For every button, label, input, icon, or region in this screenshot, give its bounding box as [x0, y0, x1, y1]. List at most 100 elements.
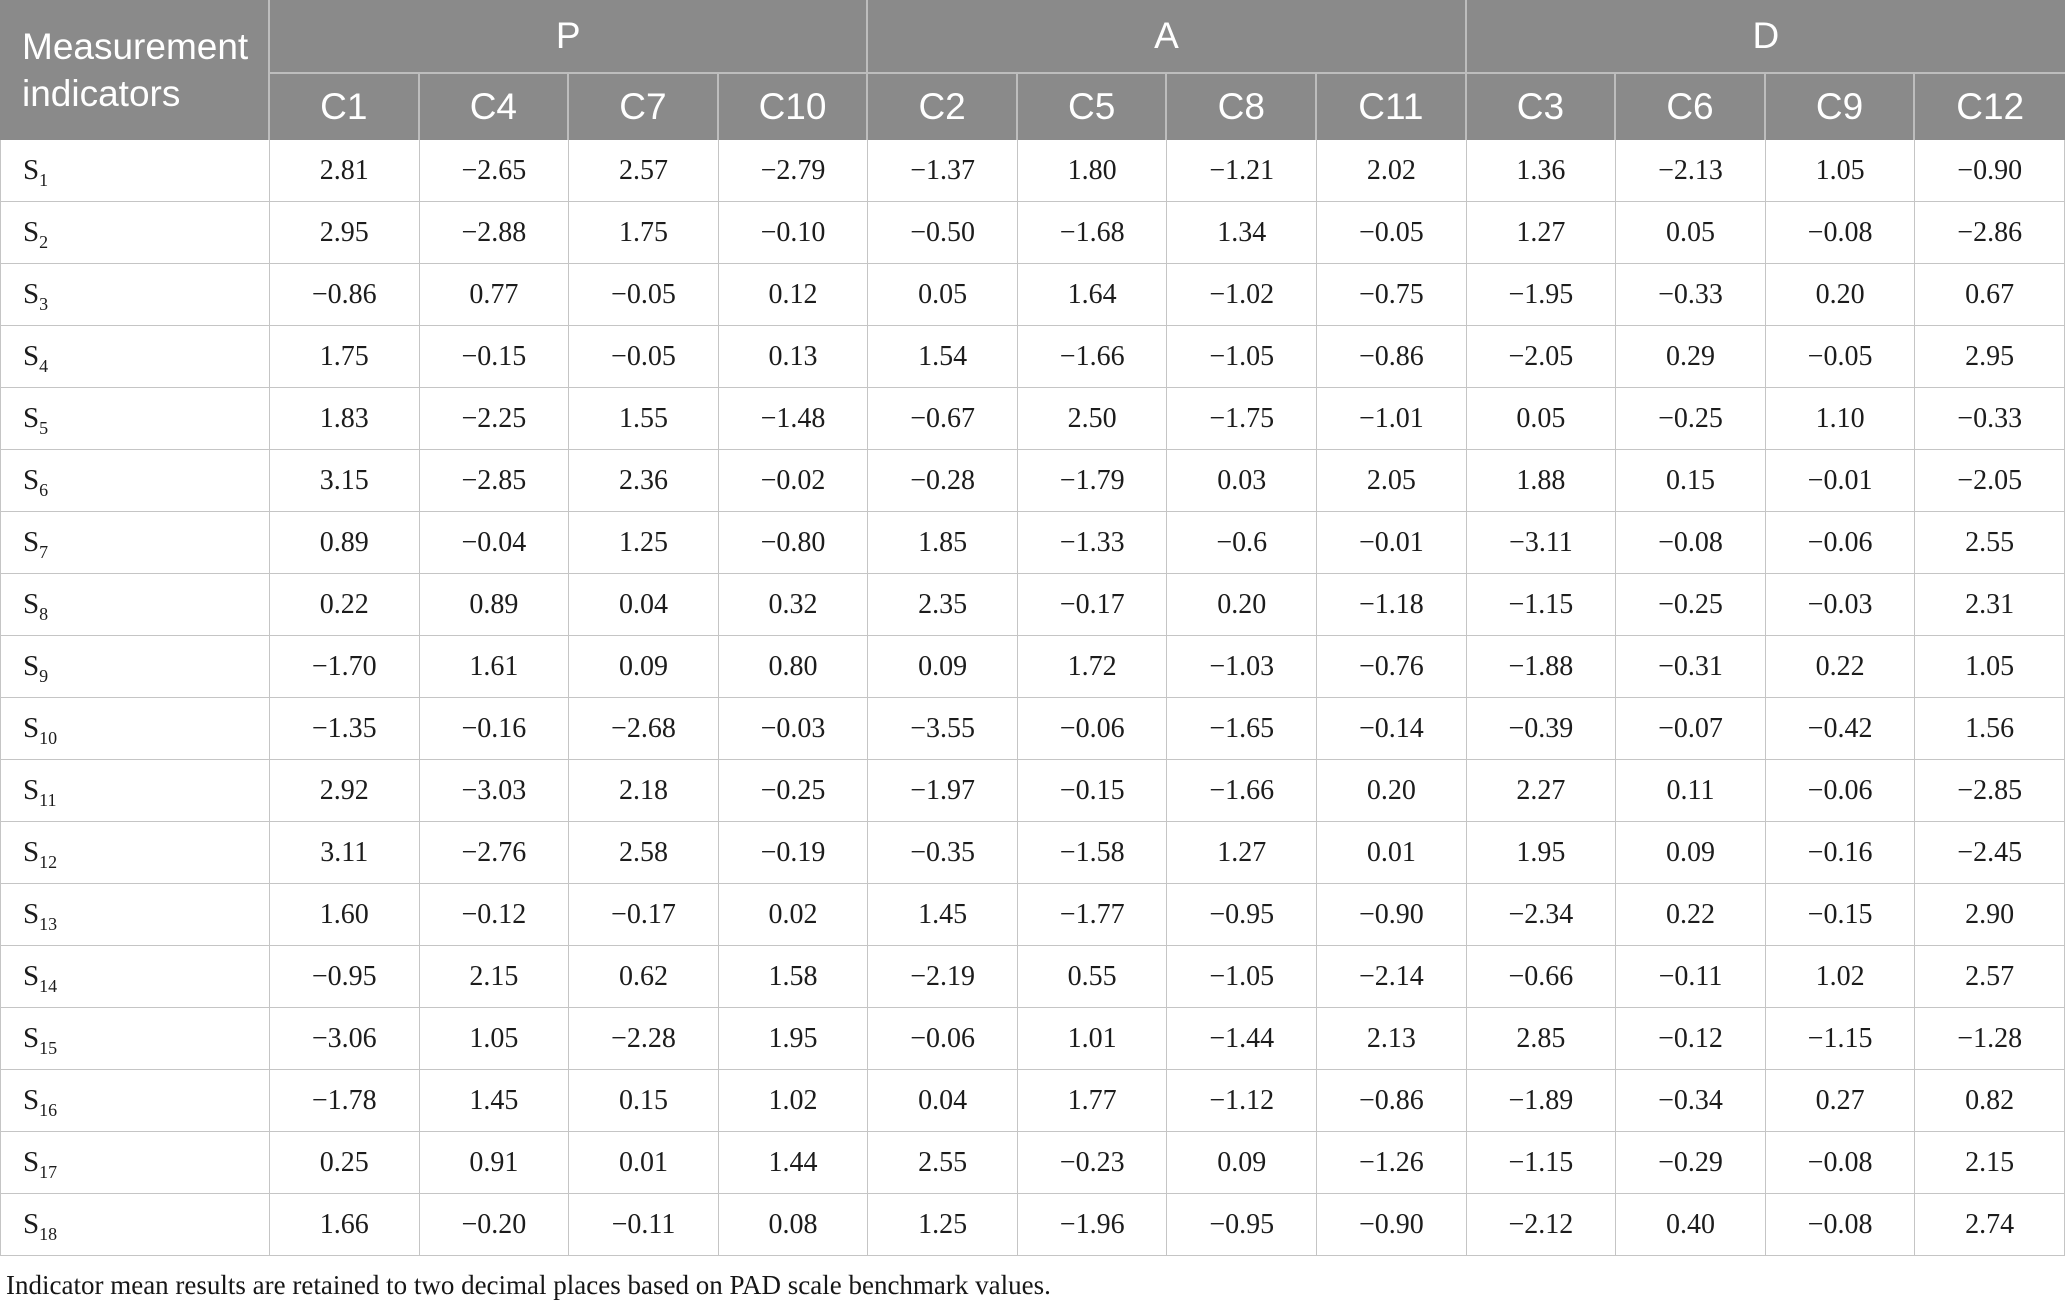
value-cell: −2.76 [419, 822, 570, 884]
table-row-s14: S14 −0.95 2.15 0.62 1.58 −2.19 0.55 −1.05 −2.14−… [0, 946, 2065, 1008]
value-cell: 1.05 [1765, 140, 1916, 202]
value-cell: −0.06 [1017, 698, 1168, 760]
value-cell: −0.05 [1317, 202, 1467, 264]
value-cell: 2.58 [569, 822, 719, 884]
value-cell: 2.55 [868, 1132, 1018, 1194]
row-label: S13 [0, 884, 270, 946]
table-row-s16: S16 −1.78 1.45 0.15 1.02 0.04 1.77 −1.12 −0.86 −1… [0, 1070, 2065, 1132]
table-row-s18: S18 1.66 −0.20 −0.11 0.08 1.25 −1.96 −0.95 −0.90… [0, 1194, 2065, 1256]
column-header-c10: C10 [718, 72, 869, 140]
value-cell: 2.05 [1317, 450, 1467, 512]
value-cell: −0.25 [1616, 388, 1766, 450]
value-cell: −0.90 [1317, 1194, 1467, 1256]
row-label: S10 [0, 698, 270, 760]
value-cell: −2.05 [1466, 326, 1617, 388]
value-cell: 0.11 [1616, 760, 1766, 822]
row-label: S8 [0, 574, 270, 636]
row-label: S9 [0, 636, 270, 698]
value-cell: 2.27 [1466, 760, 1617, 822]
value-cell: −0.15 [1017, 760, 1168, 822]
value-cell: −0.06 [1765, 512, 1916, 574]
value-cell: 2.57 [1915, 946, 2065, 1008]
value-cell: −2.25 [419, 388, 570, 450]
value-cell: 2.55 [1915, 512, 2065, 574]
value-cell: −0.23 [1017, 1132, 1168, 1194]
row-label: S15 [0, 1008, 270, 1070]
value-cell: 0.67 [1915, 264, 2065, 326]
value-cell: −1.89 [1466, 1070, 1617, 1132]
row-label: S12 [0, 822, 270, 884]
value-cell: −0.25 [1616, 574, 1766, 636]
value-cell: −0.25 [718, 760, 869, 822]
value-cell: −1.68 [1017, 202, 1168, 264]
value-cell: −1.44 [1167, 1008, 1318, 1070]
value-cell: 0.20 [1317, 760, 1467, 822]
value-cell: −1.18 [1317, 574, 1467, 636]
row-label: S18 [0, 1194, 270, 1256]
table-row-s15: S15 −3.06 1.05 −2.28 1.95 −0.06 1.01 −1.44 2.13 2… [0, 1008, 2065, 1070]
table-row-s6: S6 3.15 −2.85 2.36 −0.02 −0.28 −1.79 0.03 2.05 1.… [0, 450, 2065, 512]
value-cell: 1.02 [1765, 946, 1916, 1008]
value-cell: 0.12 [718, 264, 869, 326]
table-row-s12: S12 3.11 −2.76 2.58 −0.19 −0.35 −1.58 1.27 0.01 1… [0, 822, 2065, 884]
value-cell: −1.33 [1017, 512, 1168, 574]
table-row-s3: S3 −0.86 0.77 −0.05 0.12 0.05 1.64 −1.02 −0.75 −1… [0, 264, 2065, 326]
value-cell: −0.75 [1317, 264, 1467, 326]
value-cell: 1.75 [569, 202, 719, 264]
value-cell: −0.86 [1317, 1070, 1467, 1132]
row-label: S7 [0, 512, 270, 574]
table-row-s5: S5 1.83 −2.25 1.55 −1.48 −0.67 2.50 −1.75 −1.01 0… [0, 388, 2065, 450]
value-cell: −0.05 [569, 326, 719, 388]
value-cell: −0.15 [419, 326, 570, 388]
value-cell: 1.25 [569, 512, 719, 574]
value-cell: −0.42 [1765, 698, 1916, 760]
value-cell: 3.11 [270, 822, 420, 884]
value-cell: −0.04 [419, 512, 570, 574]
value-cell: 0.04 [569, 574, 719, 636]
value-cell: −0.34 [1616, 1070, 1766, 1132]
value-cell: −0.01 [1765, 450, 1916, 512]
value-cell: −2.12 [1466, 1194, 1617, 1256]
value-cell: −1.77 [1017, 884, 1168, 946]
value-cell: −0.11 [569, 1194, 719, 1256]
value-cell: −0.90 [1317, 884, 1467, 946]
value-cell: 2.50 [1017, 388, 1168, 450]
value-cell: −1.79 [1017, 450, 1168, 512]
value-cell: −2.68 [569, 698, 719, 760]
value-cell: −1.37 [868, 140, 1018, 202]
value-cell: 2.02 [1317, 140, 1467, 202]
value-cell: 1.77 [1017, 1070, 1168, 1132]
value-cell: −2.45 [1915, 822, 2065, 884]
value-cell: −2.14 [1317, 946, 1467, 1008]
value-cell: 0.09 [868, 636, 1018, 698]
value-cell: −0.6 [1167, 512, 1318, 574]
value-cell: −1.12 [1167, 1070, 1318, 1132]
value-cell: 2.15 [419, 946, 570, 1008]
value-cell: −1.15 [1466, 574, 1617, 636]
value-cell: 1.34 [1167, 202, 1318, 264]
value-cell: 1.05 [1915, 636, 2065, 698]
column-header-c5: C5 [1017, 72, 1168, 140]
group-header-a: A [868, 0, 1467, 72]
value-cell: 1.45 [868, 884, 1018, 946]
value-cell: 0.04 [868, 1070, 1018, 1132]
value-cell: 2.81 [270, 140, 420, 202]
value-cell: 0.05 [868, 264, 1018, 326]
value-cell: −0.67 [868, 388, 1018, 450]
table-row-s8: S8 0.22 0.89 0.04 0.32 2.35 −0.17 0.20 −1.18 −1.1… [0, 574, 2065, 636]
value-cell: 1.85 [868, 512, 1018, 574]
table-row-s11: S11 2.92 −3.03 2.18 −0.25 −1.97 −0.15 −1.66 0.20… [0, 760, 2065, 822]
value-cell: 1.75 [270, 326, 420, 388]
value-cell: 0.15 [1616, 450, 1766, 512]
column-header-c9: C9 [1765, 72, 1916, 140]
value-cell: −0.86 [1317, 326, 1467, 388]
value-cell: −0.50 [868, 202, 1018, 264]
value-cell: 1.27 [1466, 202, 1617, 264]
value-cell: −1.58 [1017, 822, 1168, 884]
value-cell: 0.09 [569, 636, 719, 698]
value-cell: −0.06 [1765, 760, 1916, 822]
table-footnote: Indicator mean results are retained to t… [6, 1270, 1051, 1300]
value-cell: −0.31 [1616, 636, 1766, 698]
value-cell: −0.05 [569, 264, 719, 326]
